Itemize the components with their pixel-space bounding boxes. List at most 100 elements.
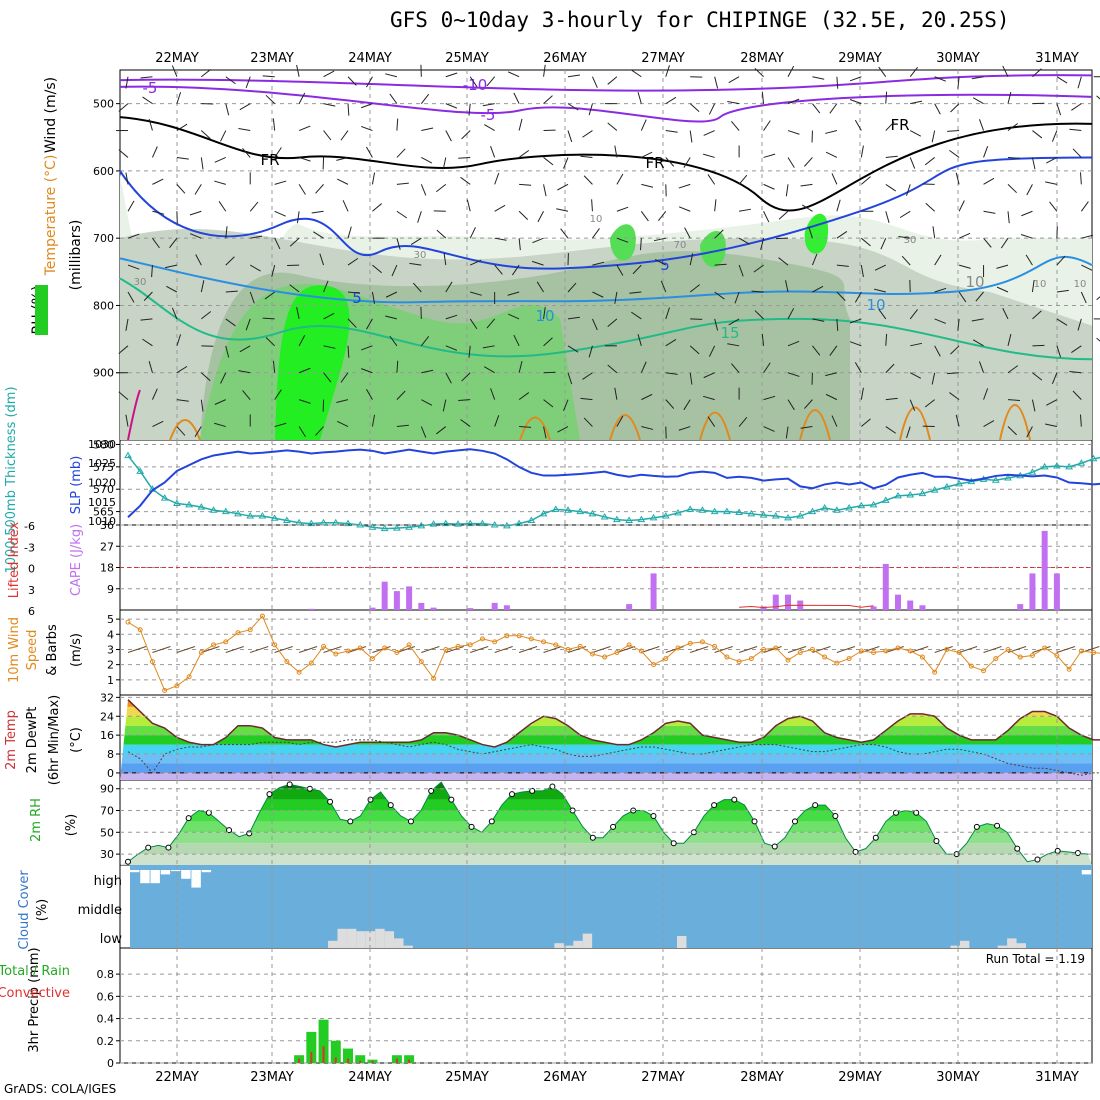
- thickness-marker: [747, 509, 756, 517]
- wind-speed-marker: [1078, 648, 1084, 654]
- thickness-marker: [124, 451, 132, 459]
- wind-barb: [909, 66, 919, 78]
- precip-tick-label: 0: [107, 1057, 114, 1070]
- wind-barb: [486, 76, 496, 87]
- li-line: [739, 604, 874, 609]
- ylabel-speed: Speed: [25, 630, 40, 671]
- rh-band: [120, 854, 1092, 865]
- wind-barb: [702, 395, 715, 401]
- thickness-marker: [283, 516, 291, 524]
- wind-barb: [396, 360, 399, 373]
- wind-tick-label: 3: [107, 643, 114, 656]
- rh-tick-label: 50: [100, 826, 114, 839]
- wind-barb: [225, 226, 228, 239]
- wind-barb: [336, 156, 349, 161]
- contour-label: FR: [890, 116, 909, 134]
- wind-barb: [436, 426, 447, 435]
- cape-bar: [1029, 573, 1036, 610]
- wind-barb: [653, 237, 666, 242]
- top-date-label: 28MAY: [740, 51, 784, 66]
- high-cloud-bar: [1081, 870, 1092, 875]
- wind-barb: [639, 238, 642, 251]
- thickness-marker: [441, 519, 450, 527]
- wind-barb: [955, 414, 960, 427]
- wind-barb: [831, 415, 838, 427]
- wind-barb: [366, 318, 373, 330]
- wind-barb: [201, 311, 212, 320]
- wind-barb: [140, 318, 153, 321]
- wind-barb: [761, 333, 765, 346]
- contour-label: 10: [1074, 279, 1087, 290]
- wind-barb: [708, 103, 716, 115]
- temp-band: [120, 716, 1092, 726]
- wind-barb: [567, 103, 579, 111]
- high-cloud-bar: [130, 870, 140, 873]
- wind-barb: [445, 314, 458, 320]
- wind-barb: [245, 318, 251, 331]
- wind-barb: [360, 368, 373, 374]
- wind-barb: [125, 414, 129, 427]
- low-cloud-bar: [328, 940, 338, 948]
- wind-barb: [950, 345, 960, 355]
- wind-speed-marker: [895, 645, 901, 651]
- thickness-marker: [894, 491, 902, 499]
- bottom-date-label: 25MAY: [445, 1070, 489, 1085]
- wind-barb: [494, 264, 503, 275]
- wind-barb: [1021, 210, 1033, 217]
- wind-barb: [1031, 280, 1035, 293]
- wind-speed-marker: [834, 660, 840, 666]
- rh-shade-green: [200, 283, 580, 440]
- wind-barb: [484, 366, 495, 374]
- wind-barb: [1081, 264, 1093, 271]
- wind-barb: [176, 156, 189, 160]
- rh-marker: [751, 818, 758, 825]
- wind-speed-marker: [541, 639, 547, 645]
- wind-barb: [127, 233, 140, 239]
- cape-bar: [369, 607, 376, 610]
- cape-bar: [308, 608, 315, 610]
- contour-15c: [119, 277, 1093, 361]
- wind-barb: [934, 103, 941, 115]
- wind-barb: [727, 101, 740, 105]
- thickness-marker: [515, 519, 523, 527]
- cloud-level-low: low: [100, 932, 123, 947]
- wind-barb: [536, 281, 544, 293]
- wind-barb: [323, 130, 332, 141]
- wind-barb: [825, 372, 838, 377]
- wind-barb: [176, 123, 188, 131]
- contour-label: 10: [535, 307, 554, 325]
- wind-barb: [728, 76, 740, 84]
- wind-barb: [323, 345, 336, 349]
- thickness-marker: [234, 509, 242, 517]
- rh-band: [120, 810, 1092, 822]
- rh-marker: [1054, 847, 1061, 854]
- wind-barb: [854, 362, 862, 373]
- wind-speed-marker: [1066, 666, 1072, 672]
- wind-barb: [812, 285, 824, 293]
- wind-barb: [909, 130, 922, 137]
- wind-barb: [507, 313, 520, 320]
- wind-barb: [836, 199, 841, 212]
- wind-barb: [829, 103, 838, 114]
- precip-tick-label: 0.4: [97, 1013, 115, 1026]
- wind-barb: [507, 291, 520, 296]
- wind-barb: [543, 306, 546, 319]
- wind-barb: [218, 201, 227, 212]
- thickness-marker: [784, 513, 792, 521]
- contour-label: -10: [463, 76, 488, 94]
- wind-speed-marker: [149, 659, 155, 665]
- top-date-label: 25MAY: [445, 51, 489, 66]
- wind-barb: [763, 183, 775, 190]
- pressure-tick-label: 900: [93, 367, 114, 380]
- wind-barb: [151, 146, 158, 158]
- contour-10c: [119, 255, 1093, 304]
- wind-speed-marker: [174, 683, 180, 689]
- rh-marker: [771, 843, 778, 850]
- wind-speed-marker: [186, 674, 192, 680]
- wind-barb: [127, 291, 135, 303]
- wind-barb: [909, 309, 919, 320]
- wind-barb: [836, 264, 849, 267]
- wind-barb: [731, 121, 740, 131]
- wind-barb: [983, 388, 989, 400]
- high-cloud-bar: [201, 870, 212, 873]
